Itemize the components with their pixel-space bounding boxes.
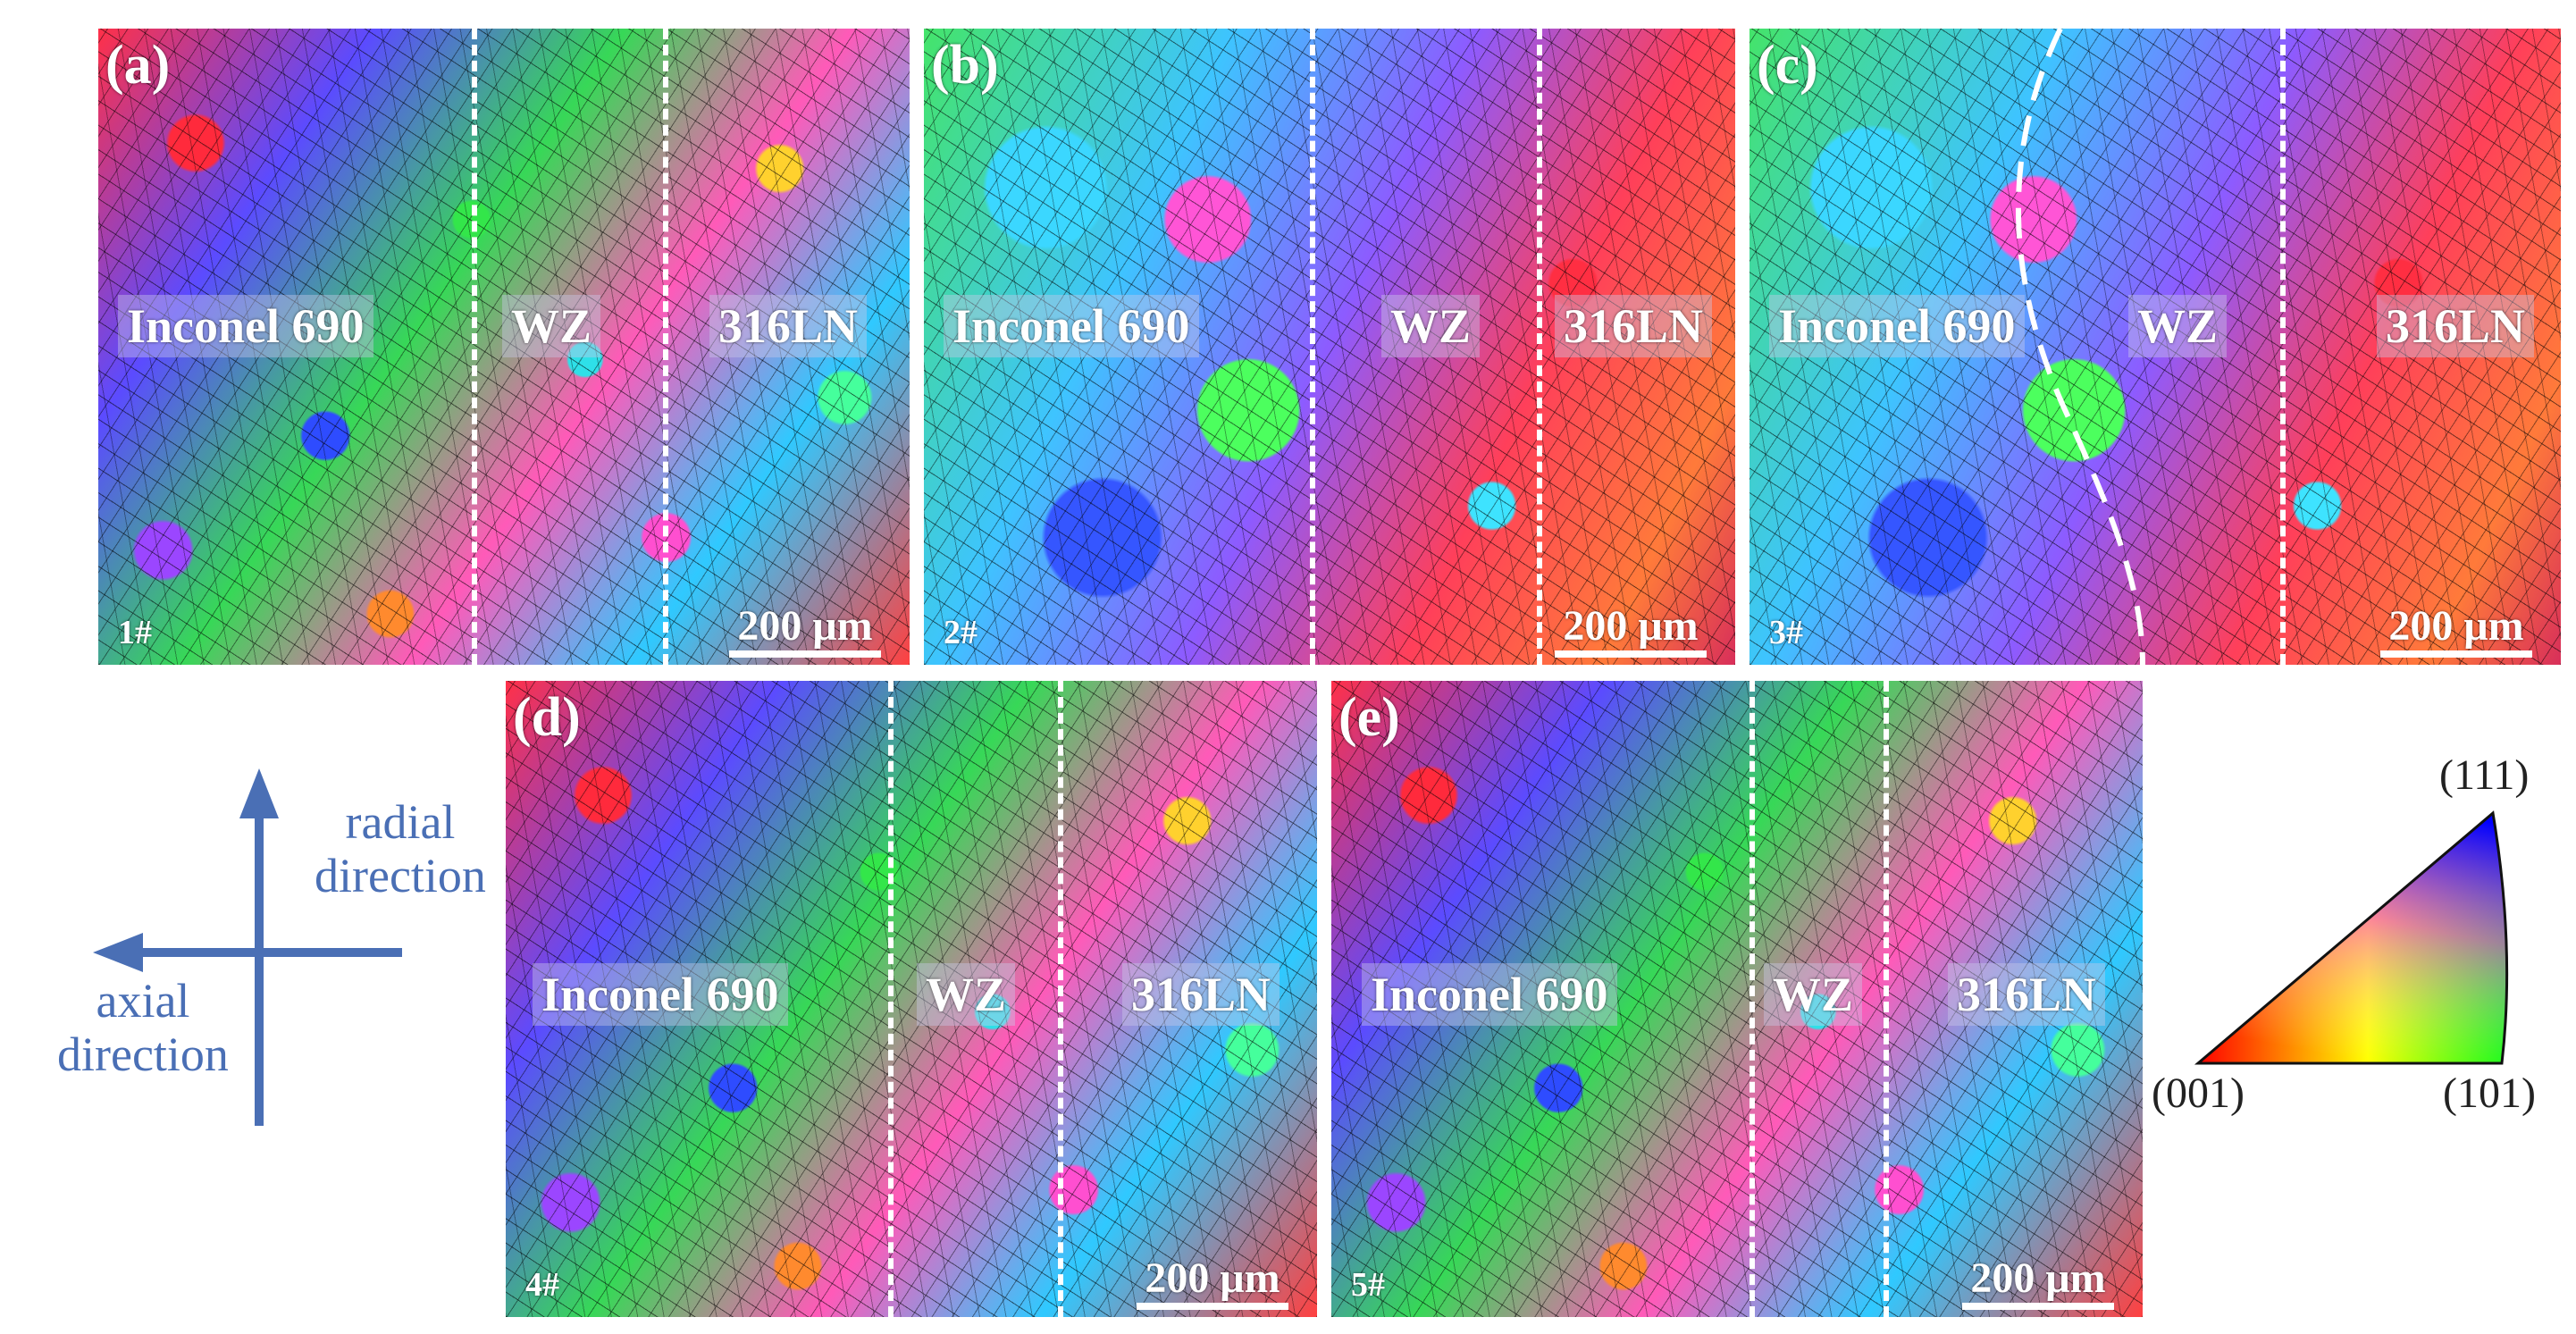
axial-direction-label: axial direction [57,974,229,1081]
axial-label-line2: direction [57,1028,229,1081]
scale-bar: 200 μm [1546,601,1716,658]
sample-number: 5# [1351,1266,1385,1304]
fusion-line-right [1884,681,1889,1317]
zone-label-316ln: 316LN [1555,295,1713,357]
scale-bar-label: 200 μm [1563,602,1699,650]
fusion-line-left [472,29,477,665]
scale-bar-line [1962,1303,2114,1310]
zone-label-inconel: Inconel 690 [944,295,1199,357]
radial-label-line1: radial [345,795,456,849]
fusion-line-right [663,29,668,665]
panel-letter: (a) [105,35,171,96]
direction-arrows [93,768,402,1126]
scale-bar-line [1137,1303,1288,1310]
zone-label-inconel: Inconel 690 [118,295,373,357]
zone-label-316ln: 316LN [2377,295,2535,357]
panel-letter: (d) [513,687,581,748]
zone-label-316ln: 316LN [1948,963,2106,1026]
ebsd-map-panel-e: (e) Inconel 690 WZ 316LN 5# 200 μm [1331,681,2143,1317]
scale-bar-line [1555,650,1707,658]
sample-number: 4# [525,1266,559,1304]
scale-bar-label: 200 μm [737,602,873,650]
fusion-line-left [888,681,894,1317]
zone-label-wz: WZ [917,963,1016,1026]
ipf-label-101: (101) [2443,1070,2536,1117]
fusion-line-left [1310,29,1315,665]
fusion-line-right [1537,29,1542,665]
panel-letter: (b) [931,35,999,96]
fusion-line-right [2280,29,2286,665]
scale-bar-line [2380,650,2532,658]
axial-label-line1: axial [96,974,190,1028]
zone-label-inconel: Inconel 690 [1769,295,2025,357]
ipf-label-111: (111) [2439,751,2530,799]
sample-number: 3# [1769,614,1803,651]
ipf-color-key [2194,810,2509,1065]
zone-label-wz: WZ [502,295,601,357]
zone-label-inconel: Inconel 690 [1362,963,1617,1026]
fusion-line-left [1749,681,1755,1317]
ebsd-map-panel-b: (b) Inconel 690 WZ 316LN 2# 200 μm [924,29,1735,665]
scale-bar: 200 μm [2371,601,2541,658]
scale-bar: 200 μm [1128,1254,1297,1310]
radial-label-line2: direction [315,849,486,902]
ipf-triangle-blue-overlay [2198,813,2507,1063]
zone-label-inconel: Inconel 690 [533,963,788,1026]
ebsd-map-panel-a: (a) Inconel 690 WZ 316LN 1# 200 μm [98,29,910,665]
fusion-line-curved [2016,29,2145,665]
radial-direction-label: radial direction [315,795,486,902]
zone-label-wz: WZ [2128,295,2228,357]
radial-arrow-head [239,768,279,818]
sample-number: 1# [118,614,152,651]
ebsd-map-panel-c: (c) Inconel 690 WZ 316LN 3# 200 μm [1749,29,2561,665]
ebsd-map-panel-d: (d) Inconel 690 WZ 316LN 4# 200 μm [506,681,1317,1317]
panel-letter: (c) [1757,35,1818,96]
fusion-line-right [1058,681,1063,1317]
sample-number: 2# [944,614,978,651]
zone-label-wz: WZ [1381,295,1481,357]
scale-bar-line [729,650,881,658]
scale-bar-label: 200 μm [2388,602,2524,650]
scale-bar: 200 μm [720,601,890,658]
zone-label-316ln: 316LN [709,295,868,357]
scale-bar-label: 200 μm [1145,1254,1280,1302]
zone-label-wz: WZ [1764,963,1863,1026]
scale-bar: 200 μm [1953,1254,2123,1310]
zone-label-316ln: 316LN [1122,963,1280,1026]
ipf-triangle-outline [2194,810,2509,1065]
panel-letter: (e) [1338,687,1400,748]
scale-bar-label: 200 μm [1970,1254,2106,1302]
ipf-label-001: (001) [2152,1070,2245,1117]
axial-arrow-head [93,933,143,972]
